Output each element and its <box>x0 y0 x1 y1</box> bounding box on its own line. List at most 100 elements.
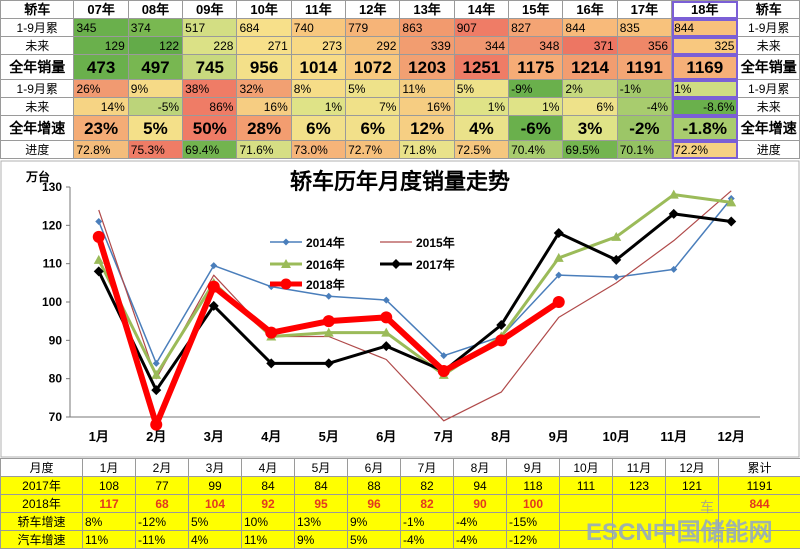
value-cell: 12% <box>399 115 455 141</box>
value-cell: 1175 <box>508 54 564 80</box>
row-label-right: 全年增速 <box>737 115 800 141</box>
value-cell: 122 <box>127 36 184 55</box>
row-label: 未来 <box>0 36 75 55</box>
bottom-value-cell: 111 <box>559 476 613 495</box>
bottom-value-cell: 68 <box>135 494 189 513</box>
bottom-value-cell: 123 <box>612 476 666 495</box>
row-label: 全年销量 <box>0 54 75 80</box>
legend-marker <box>282 238 290 246</box>
series-line-2017年 <box>97 212 732 392</box>
month-header-cell: 12月 <box>665 458 719 477</box>
bottom-value-cell: 10% <box>241 512 295 531</box>
series-line-2016年 <box>97 193 732 377</box>
value-cell: 11% <box>399 79 455 98</box>
value-cell: 1% <box>671 79 739 98</box>
row-label: 全年增速 <box>0 115 75 141</box>
bottom-value-cell <box>718 512 800 531</box>
value-cell: 32% <box>236 79 292 98</box>
data-point <box>208 300 219 311</box>
value-cell: 5% <box>127 115 184 141</box>
bottom-value-cell: 104 <box>188 494 242 513</box>
row-label-right: 全年销量 <box>737 54 800 80</box>
value-cell: 863 <box>399 18 455 37</box>
year-header-cell: 18年 <box>671 0 739 19</box>
value-cell: -4% <box>616 97 673 116</box>
value-cell: 16% <box>399 97 455 116</box>
data-point <box>210 262 218 270</box>
month-header-cell: 9月 <box>506 458 560 477</box>
data-point <box>726 216 737 227</box>
chart-title: 轿车历年月度销量走势 <box>290 169 510 194</box>
x-tick-label: 7月 <box>434 429 454 444</box>
bottom-value-cell: 94 <box>453 476 507 495</box>
value-cell: 6% <box>562 97 618 116</box>
row-label: 进度 <box>0 140 75 159</box>
value-cell: 3% <box>562 115 618 141</box>
data-point <box>382 296 390 304</box>
value-cell: 14% <box>73 97 129 116</box>
bottom-value-cell: 1191 <box>718 476 800 495</box>
year-header-cell: 07年 <box>73 0 129 19</box>
data-point <box>151 385 162 396</box>
data-point <box>381 341 392 352</box>
data-point <box>325 292 333 300</box>
data-point <box>93 266 104 277</box>
month-header-cell: 4月 <box>241 458 295 477</box>
watermark: ESCN中国储能网 <box>586 519 773 546</box>
bottom-value-cell: 90 <box>453 494 507 513</box>
data-point <box>151 369 162 379</box>
year-header-cell: 15年 <box>508 0 564 19</box>
value-cell: 740 <box>290 18 347 37</box>
value-cell: 1214 <box>562 54 618 80</box>
bottom-value-cell: 95 <box>294 494 348 513</box>
bottom-row-label: 2018年 <box>0 494 83 513</box>
value-cell: 292 <box>345 36 401 55</box>
x-tick-label: 3月 <box>204 429 224 444</box>
value-cell: 344 <box>453 36 510 55</box>
value-cell: 26% <box>73 79 129 98</box>
value-cell: -8.6% <box>671 97 739 116</box>
data-point <box>668 208 679 219</box>
x-tick-label: 4月 <box>261 429 281 444</box>
x-tick-label: 2月 <box>146 429 166 444</box>
bottom-value-cell: 121 <box>665 476 719 495</box>
value-cell: 348 <box>508 36 564 55</box>
value-cell: 69.5% <box>562 140 618 159</box>
year-header-cell: 08年 <box>127 0 184 19</box>
value-cell: 517 <box>182 18 238 37</box>
header-label-cell: 轿车 <box>737 0 800 19</box>
value-cell: 50% <box>182 115 238 141</box>
bottom-value-cell: 96 <box>347 494 401 513</box>
month-header-cell: 7月 <box>400 458 454 477</box>
bottom-value-cell: 88 <box>347 476 401 495</box>
data-point <box>207 280 220 293</box>
value-cell: 6% <box>290 115 347 141</box>
year-header-cell: 17年 <box>616 0 673 19</box>
value-cell: -9% <box>508 79 564 98</box>
value-cell: -5% <box>127 97 184 116</box>
watermark-small: 车 <box>700 499 714 515</box>
legend-label: 2017年 <box>416 257 455 272</box>
y-tick-label: 90 <box>49 333 63 347</box>
bottom-value-cell: 99 <box>188 476 242 495</box>
value-cell: 497 <box>127 54 184 80</box>
value-cell: 73.0% <box>290 140 347 159</box>
legend-label: 2018年 <box>306 277 345 292</box>
value-cell: 9% <box>127 79 184 98</box>
value-cell: -1% <box>616 79 673 98</box>
legend-marker <box>280 278 292 290</box>
data-point <box>323 327 334 337</box>
bottom-value-cell: -15% <box>506 512 560 531</box>
bottom-value-cell: 92 <box>241 494 295 513</box>
value-cell: 8% <box>290 79 347 98</box>
value-cell: -6% <box>508 115 564 141</box>
value-cell: 684 <box>236 18 292 37</box>
value-cell: 6% <box>345 115 401 141</box>
data-point <box>323 358 334 369</box>
legend-label: 2016年 <box>306 257 345 272</box>
bottom-value-cell: -12% <box>135 512 189 531</box>
bottom-row-label: 2017年 <box>0 476 83 495</box>
value-cell: 72.7% <box>345 140 401 159</box>
data-point <box>552 296 565 308</box>
